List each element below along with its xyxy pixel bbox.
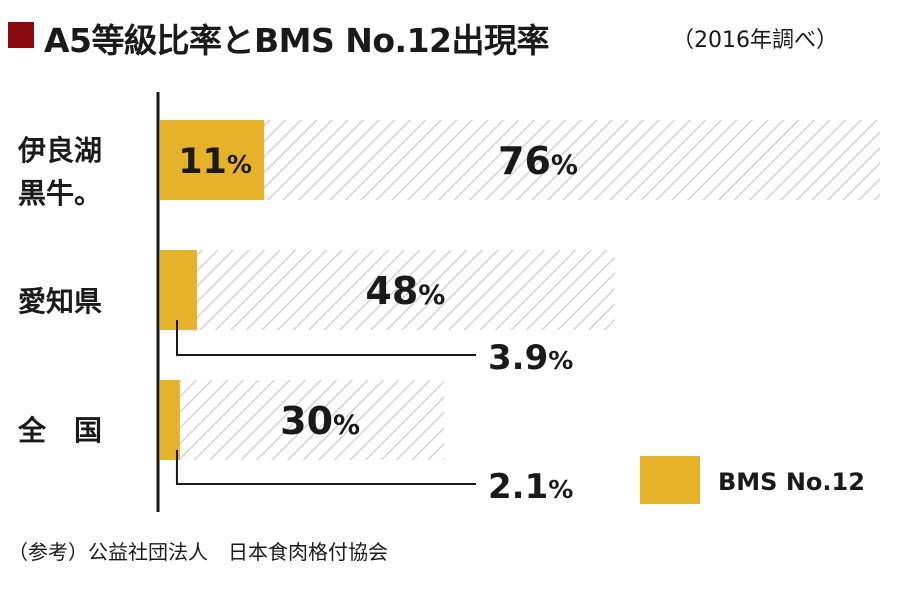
data-label-a5: 76% — [498, 139, 578, 183]
data-label-bms: 11% — [178, 142, 252, 182]
data-label-a5: 30% — [280, 399, 360, 443]
title-mark — [8, 22, 34, 48]
bar-a5 — [160, 120, 880, 200]
bar-bms-no12 — [160, 380, 180, 460]
data-label-bms: 2.1% — [488, 467, 573, 507]
bar-a5 — [160, 380, 445, 460]
legend-swatch-bms — [640, 456, 700, 504]
category-label: 愛知県 — [18, 285, 102, 318]
bar-a5 — [160, 250, 615, 330]
data-label-bms: 3.9% — [488, 338, 573, 378]
data-label-a5: 48% — [365, 269, 445, 313]
category-label: 伊良湖 — [17, 134, 102, 167]
source-note: （参考）公益社団法人 日本食肉格付協会 — [8, 540, 388, 564]
category-label: 全 国 — [17, 414, 102, 447]
callout-line — [175, 450, 476, 485]
callout-line — [176, 320, 476, 356]
bar-bms-no12 — [160, 250, 197, 330]
chart-title: A5等級比率とBMS No.12出現率 — [44, 21, 550, 60]
bar-bms-no12 — [160, 120, 265, 200]
chart-subtitle: （2016年調べ） — [672, 28, 838, 53]
legend-label-bms: BMS No.12 — [718, 468, 865, 496]
category-label: 黒牛。 — [18, 177, 102, 210]
